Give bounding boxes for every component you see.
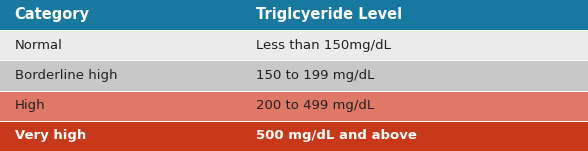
- Text: 150 to 199 mg/dL: 150 to 199 mg/dL: [256, 69, 374, 82]
- Bar: [0, 60, 588, 90]
- Bar: [0, 90, 588, 121]
- Text: Normal: Normal: [15, 39, 62, 52]
- Text: 500 mg/dL and above: 500 mg/dL and above: [256, 129, 417, 142]
- Text: High: High: [15, 99, 45, 112]
- Bar: [0, 30, 588, 60]
- Text: Borderline high: Borderline high: [15, 69, 117, 82]
- Text: Less than 150mg/dL: Less than 150mg/dL: [256, 39, 390, 52]
- Text: Category: Category: [15, 8, 90, 22]
- Text: Very high: Very high: [15, 129, 86, 142]
- Text: Triglcyeride Level: Triglcyeride Level: [256, 8, 402, 22]
- Bar: [0, 121, 588, 151]
- Text: 200 to 499 mg/dL: 200 to 499 mg/dL: [256, 99, 374, 112]
- Bar: [0, 0, 588, 30]
